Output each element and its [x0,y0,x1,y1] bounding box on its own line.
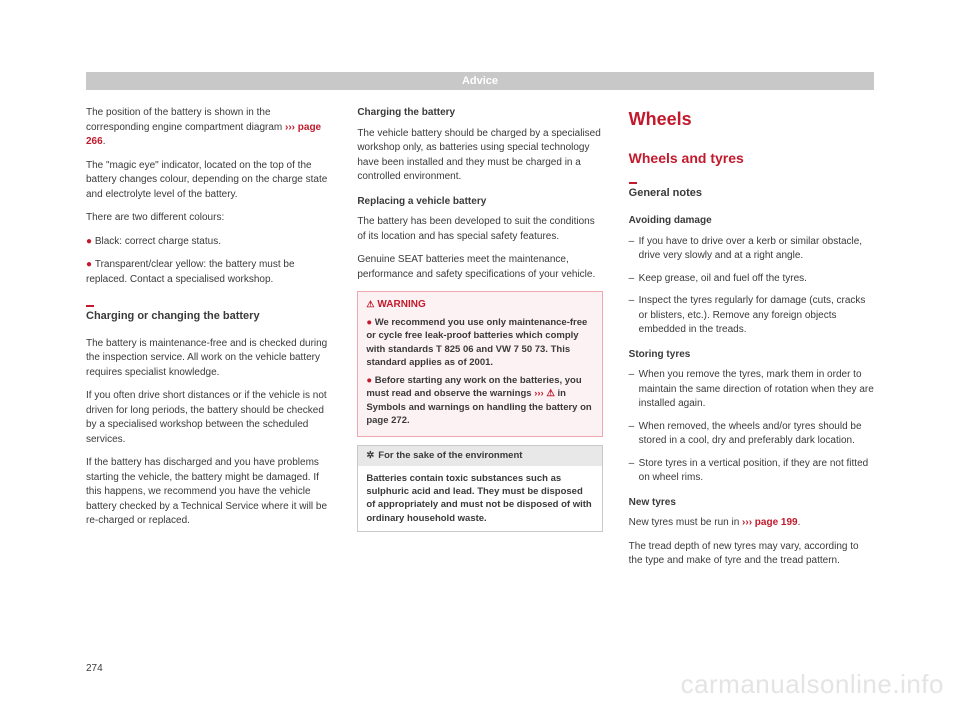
col2-heading-2: Replacing a vehicle battery [357,195,602,210]
col3-section-heading: General notes [629,182,874,202]
bullet-dot: ● [86,236,95,247]
col3-list-item: – Store tyres in a vertical position, if… [629,457,874,486]
col3-sub-title: Wheels and tyres [629,148,874,168]
bullet-text: Transparent/clear yellow: the battery mu… [86,259,295,285]
warning-text: We recommend you use only maintenance-fr… [366,317,587,368]
ref-arrow: ››› [534,388,546,399]
environment-title: ✲ For the sake of the environment [358,446,601,465]
flower-icon: ✲ [366,450,374,461]
list-dash: – [629,368,639,412]
warning-bullet-2: ● Before starting any work on the batter… [366,374,593,427]
warning-title-text: WARNING [377,299,425,310]
col3-list-item: – If you have to drive over a kerb or si… [629,235,874,264]
list-dash: – [629,294,639,338]
col1-para-1: The position of the battery is shown in … [86,106,331,150]
environment-box: ✲ For the sake of the environment Batteri… [357,445,602,531]
bullet-dot: ● [366,375,374,386]
list-text: When you remove the tyres, mark them in … [639,368,874,412]
col1-para-2: The "magic eye" indicator, located on th… [86,159,331,203]
col1-bullet-1: ● Black: correct charge status. [86,235,331,250]
page-reference: ››› page 199 [742,517,798,528]
list-dash: – [629,235,639,264]
text: New tyres must be run in [629,517,742,528]
text: . [103,136,106,147]
col1-para-5: If you often drive short distances or if… [86,389,331,447]
col2-para-1: The vehicle battery should be charged by… [357,127,602,185]
warning-box: ⚠WARNING ● We recommend you use only mai… [357,291,602,437]
text: . [798,517,801,528]
warning-icon-inline: ⚠ [546,388,555,399]
col1-bullet-2: ● Transparent/clear yellow: the battery … [86,258,331,287]
watermark: carmanualsonline.info [681,669,944,700]
list-dash: – [629,457,639,486]
list-text: When removed, the wheels and/or tyres sh… [639,420,874,449]
col3-para-1: New tyres must be run in ››› page 199. [629,516,874,531]
col1-para-6: If the battery has discharged and you ha… [86,456,331,529]
col3-list-item: – When removed, the wheels and/or tyres … [629,420,874,449]
col3-para-2: The tread depth of new tyres may vary, a… [629,540,874,569]
page-number: 274 [86,663,103,674]
text: The position of the battery is shown in … [86,107,285,133]
col2-para-2: The battery has been developed to suit t… [357,215,602,244]
col3-list-item: – Inspect the tyres regularly for damage… [629,294,874,338]
column-1: The position of the battery is shown in … [86,106,331,578]
page-container: Advice The position of the battery is sh… [0,0,960,608]
bullet-dot: ● [366,317,374,328]
col1-para-3: There are two different colours: [86,211,331,226]
list-text: Store tyres in a vertical position, if t… [639,457,874,486]
bullet-text: Black: correct charge status. [95,236,221,247]
warning-bullet-1: ● We recommend you use only maintenance-… [366,316,593,369]
bullet-dot: ● [86,259,95,270]
list-text: Inspect the tyres regularly for damage (… [639,294,874,338]
list-text: If you have to drive over a kerb or simi… [639,235,874,264]
warning-icon: ⚠ [366,299,374,309]
col3-list-item: – Keep grease, oil and fuel off the tyre… [629,272,874,287]
col3-heading-2: Storing tyres [629,348,874,363]
col1-section-heading: Charging or changing the battery [86,305,331,325]
col3-list-item: – When you remove the tyres, mark them i… [629,368,874,412]
col2-para-3: Genuine SEAT batteries meet the maintena… [357,253,602,282]
list-text: Keep grease, oil and fuel off the tyres. [639,272,874,287]
environment-body: Batteries contain toxic substances such … [358,466,601,531]
column-2: Charging the battery The vehicle battery… [357,106,602,578]
environment-title-text: For the sake of the environment [378,450,522,461]
warning-title: ⚠WARNING [366,298,593,312]
col1-para-4: The battery is maintenance-free and is c… [86,337,331,381]
col2-heading-1: Charging the battery [357,106,602,121]
col3-main-title: Wheels [629,106,874,132]
column-3: Wheels Wheels and tyres General notes Av… [629,106,874,578]
col3-heading-3: New tyres [629,496,874,511]
content-columns: The position of the battery is shown in … [86,106,874,578]
list-dash: – [629,420,639,449]
list-dash: – [629,272,639,287]
col3-heading-1: Avoiding damage [629,214,874,229]
header-bar: Advice [86,72,874,90]
